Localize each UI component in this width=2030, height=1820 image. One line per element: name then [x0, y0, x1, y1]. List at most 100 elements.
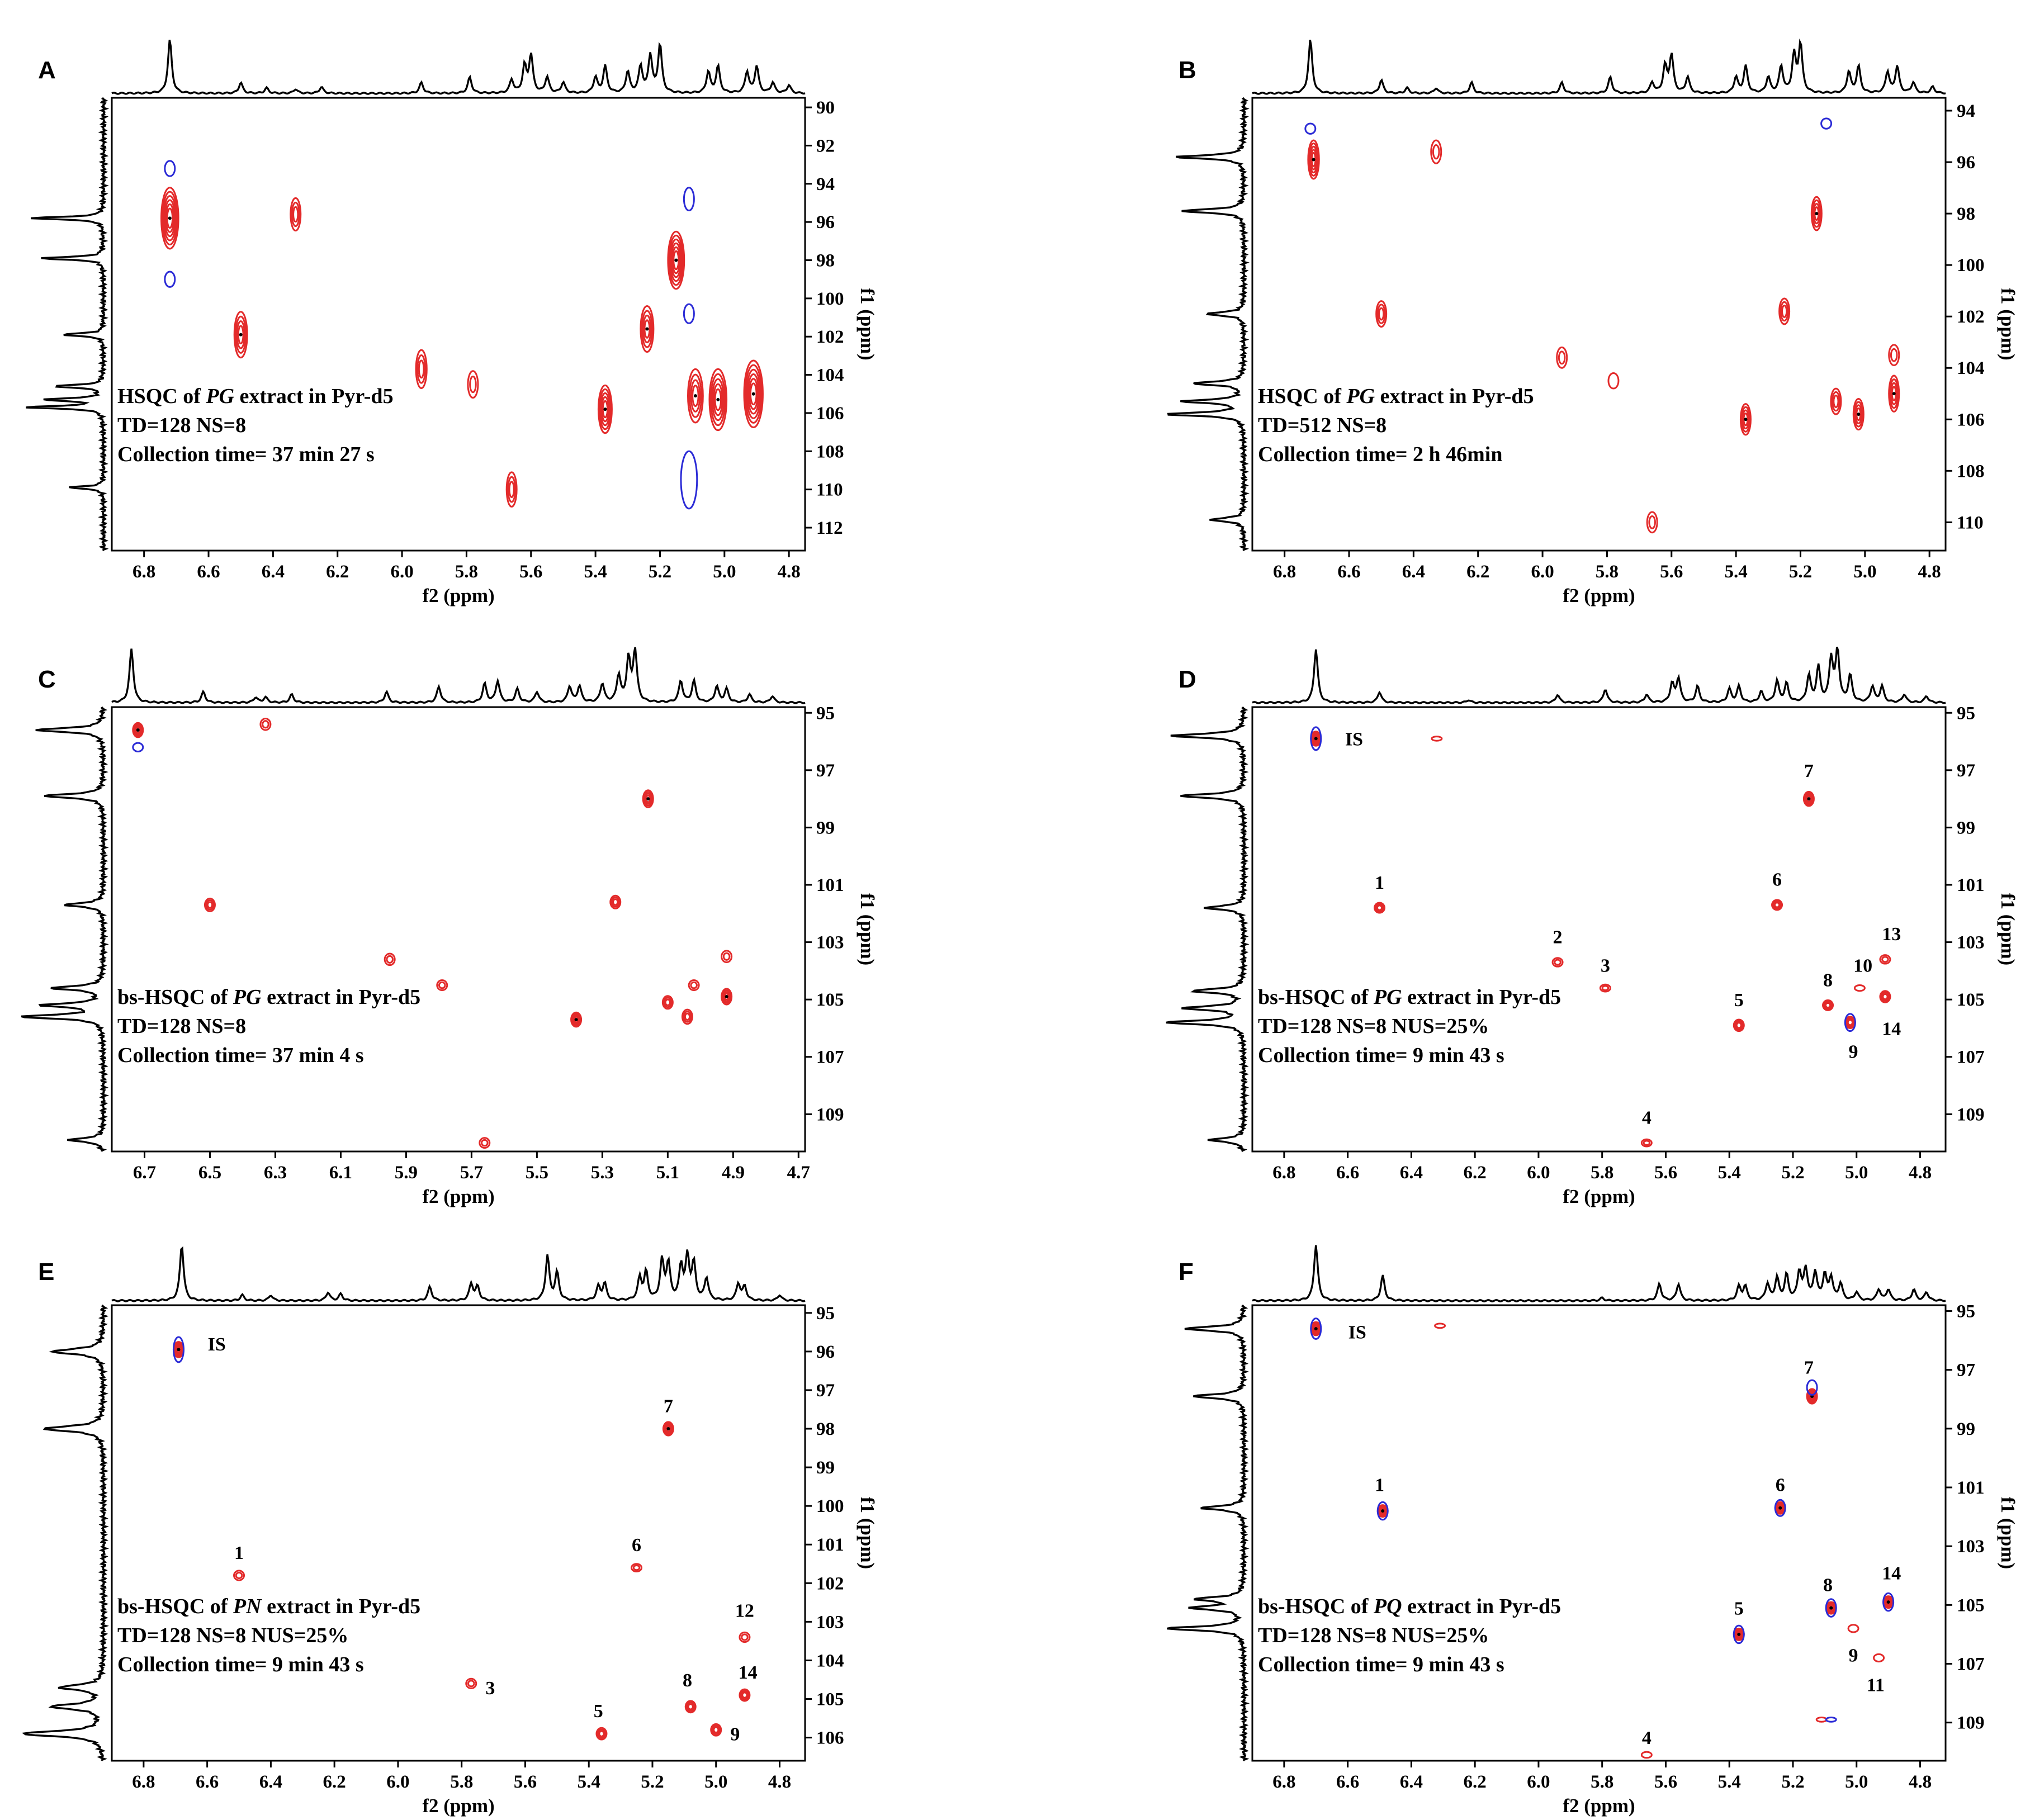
cross-peak — [1310, 726, 1322, 751]
contour-level — [290, 197, 302, 232]
contour-level — [1882, 993, 1889, 1001]
contour-level — [1847, 1624, 1859, 1633]
contour-level — [1310, 726, 1322, 751]
contour-level — [1375, 903, 1384, 913]
contour-level — [599, 392, 611, 426]
x-axis-label: f2 (ppm) — [1563, 1186, 1635, 1207]
info-segment: HSQC of — [1258, 385, 1346, 408]
info-line: Collection time= 37 min 27 s — [117, 443, 375, 466]
x-tick-label: 6.4 — [262, 562, 285, 582]
cross-peak — [1888, 344, 1900, 367]
x-tick-label: 6.6 — [1337, 562, 1360, 582]
y-tick-label: 101 — [816, 875, 844, 895]
f1-projection-trace — [1166, 1304, 1250, 1762]
contour-level — [132, 722, 144, 738]
contour-level — [571, 1013, 581, 1026]
f2-projection-trace — [111, 1246, 806, 1302]
y-tick-label: 94 — [1957, 101, 1975, 121]
contour-level — [1844, 1013, 1856, 1032]
contour-level — [688, 373, 703, 418]
f2-projection-trace — [1252, 646, 1946, 704]
contour-level — [160, 187, 179, 250]
info-line: TD=512 NS=8 — [1258, 414, 1387, 437]
f2-projection-trace — [111, 40, 806, 95]
contour-level — [611, 896, 620, 908]
x-tick-label: 6.0 — [390, 562, 413, 582]
contour-level — [690, 981, 698, 989]
contour-level — [1802, 790, 1815, 807]
f1-projection-trace — [21, 706, 110, 1152]
contour-level — [1852, 397, 1865, 431]
x-tick-label: 6.2 — [326, 562, 349, 582]
cross-peak — [233, 1570, 245, 1581]
cross-peak — [1882, 1592, 1895, 1612]
contour-level — [1781, 305, 1788, 318]
peak-center — [725, 995, 728, 999]
peak-label: 13 — [1882, 924, 1901, 945]
cross-peak — [640, 305, 655, 353]
contour-level — [1312, 1324, 1319, 1333]
cross-peak — [436, 979, 448, 992]
y-tick-label: 100 — [816, 289, 844, 309]
peak-label: 8 — [1823, 1575, 1833, 1596]
contour-level — [1308, 143, 1319, 177]
contour-level — [508, 481, 515, 499]
cross-peak — [1873, 1653, 1885, 1663]
cross-peak — [1310, 1321, 1322, 1336]
y-tick-label: 103 — [816, 933, 844, 953]
cross-peak — [1778, 297, 1791, 325]
cross-peak — [467, 370, 479, 399]
info-segment: extract in Pyr-d5 — [1402, 1595, 1561, 1618]
y-tick-label: 98 — [816, 251, 835, 271]
y-tick-label: 96 — [1957, 153, 1975, 173]
peak-center — [1737, 1632, 1741, 1636]
x-tick-label: 6.2 — [1464, 1163, 1487, 1183]
cross-peak — [160, 187, 179, 250]
contour-level — [1734, 1629, 1744, 1640]
y-tick-label: 109 — [1957, 1105, 1985, 1125]
contour-level — [418, 359, 425, 379]
hsqc-panel-d: D 6.8 6.6 6.4 6.2 6.0 5.8 5.6 5.4 5.2 5.0 4.8 f2 (pp… — [1166, 646, 2019, 1207]
y-tick-label: 105 — [1957, 1595, 1985, 1615]
cross-peak — [1430, 139, 1442, 164]
contour-level — [1735, 1630, 1743, 1639]
y-tick-label: 100 — [1957, 255, 1985, 276]
cross-peak — [739, 1631, 751, 1643]
y-tick-label: 104 — [1957, 358, 1985, 378]
contour-level — [1646, 511, 1658, 534]
cross-peak — [1774, 1499, 1786, 1517]
x-tick-label: 4.8 — [768, 1772, 791, 1792]
contour-level — [572, 1014, 580, 1025]
contour-level — [1378, 307, 1385, 321]
x-tick-label: 6.0 — [1527, 1772, 1550, 1792]
cross-peak — [1733, 1018, 1745, 1032]
contour-level — [1771, 899, 1783, 911]
peak-center — [1886, 1600, 1890, 1604]
cross-peak — [1825, 1716, 1837, 1723]
info-line: TD=128 NS=8 — [117, 1015, 246, 1038]
contour-level — [597, 384, 613, 434]
contour-level — [1856, 407, 1862, 421]
y-tick-label: 106 — [1957, 410, 1985, 430]
peak-center — [603, 407, 607, 411]
cross-peak — [465, 1677, 477, 1689]
contour-level — [671, 246, 681, 274]
contour-level — [643, 791, 653, 807]
x-axis-label: f2 (ppm) — [1563, 1795, 1635, 1817]
cross-peak — [1431, 736, 1443, 742]
contour-level — [1558, 350, 1566, 365]
peak-label: 7 — [664, 1396, 673, 1417]
contour-level — [1891, 386, 1897, 402]
info-segment: PG — [205, 385, 234, 408]
x-tick-label: 5.9 — [395, 1163, 418, 1183]
contour-level — [1823, 1001, 1833, 1010]
info-line: Collection time= 37 min 4 s — [117, 1044, 364, 1067]
peak-center — [666, 1427, 670, 1431]
contour-level — [1825, 1716, 1837, 1723]
hsqc-panel-a: A 6.8 6.6 6.4 6.2 6.0 5.8 5.6 5.4 5.2 5.0 4.8 f2 (pp… — [26, 40, 878, 606]
info-segment: PN — [233, 1595, 262, 1618]
x-tick-label: 4.7 — [787, 1163, 810, 1183]
contour-level — [1643, 1140, 1651, 1146]
contour-level — [1310, 1317, 1322, 1340]
contour-level — [1810, 196, 1823, 231]
